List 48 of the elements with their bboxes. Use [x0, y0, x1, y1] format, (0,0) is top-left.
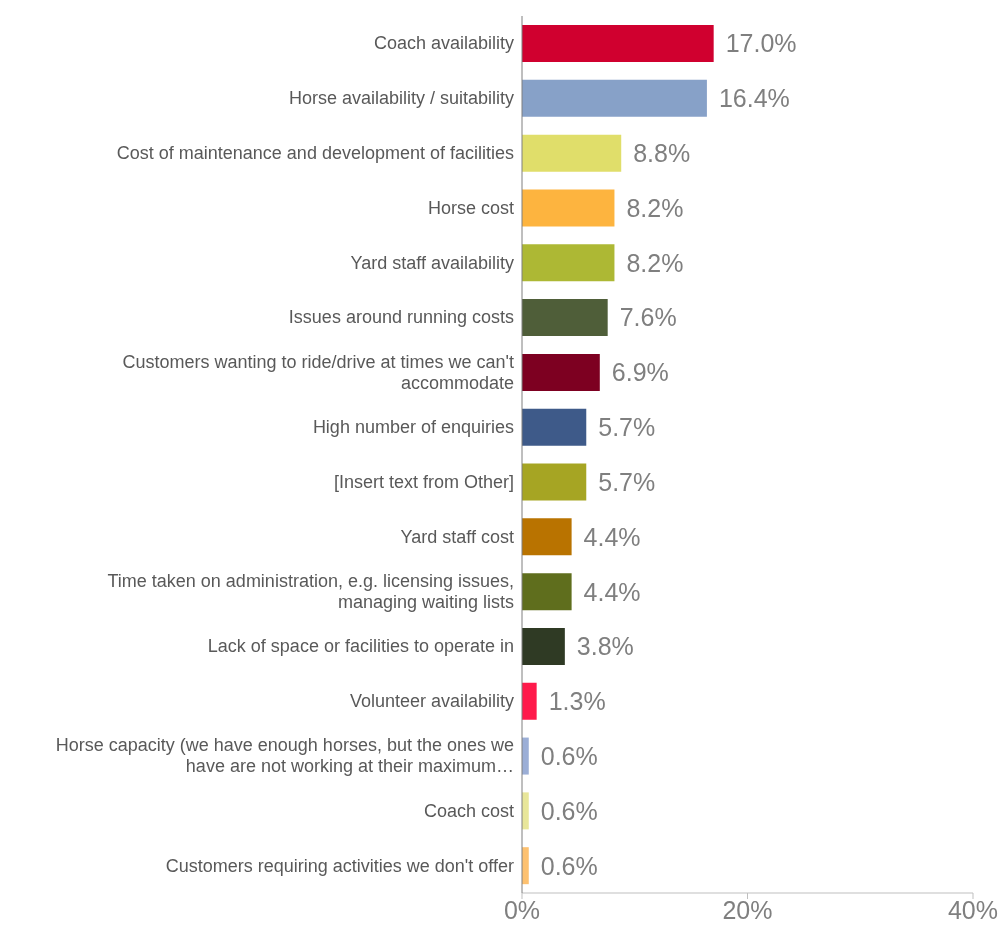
y-tick-label: Horse cost	[427, 197, 514, 218]
x-tick-label: 0%	[503, 895, 541, 924]
bar	[522, 518, 572, 556]
data-label: 0.6%	[540, 796, 598, 825]
x-tick-label: 20%	[722, 895, 773, 924]
y-tick-label: Coach cost	[423, 800, 514, 821]
data-label: 3.8%	[576, 632, 634, 661]
data-label: 0.6%	[540, 851, 598, 880]
y-tick-label: [Insert text from Other]	[333, 471, 514, 492]
data-label: 1.3%	[548, 687, 606, 716]
y-tick-label: Horse capacity (we have enough horses, but the ones we have are not working at their maximum…	[55, 735, 514, 777]
y-tick-label: Volunteer availability	[349, 691, 514, 712]
bar	[522, 353, 600, 391]
y-tick-label: Lack of space or facilities to operate in	[207, 636, 514, 657]
data-label: 4.4%	[583, 522, 641, 551]
bar	[522, 79, 707, 117]
y-tick-label: Time taken on administration, e.g. licensing issues, managing waiting lists	[107, 571, 514, 613]
y-tick-label: Customers requiring activities we don't offer	[165, 855, 514, 876]
bar	[522, 25, 714, 62]
data-label: 0.6%	[540, 741, 598, 770]
y-tick-label: Cost of maintenance and development of facilities	[116, 143, 514, 164]
data-label: 6.9%	[611, 358, 669, 387]
data-label: 5.7%	[598, 467, 656, 496]
x-tick-label: 40%	[947, 895, 999, 924]
y-tick-label: Coach availability	[373, 33, 514, 54]
y-tick-label: Yard staff cost	[400, 526, 514, 547]
data-label: 16.4%	[718, 84, 790, 113]
bar	[522, 299, 608, 337]
y-tick-label: High number of enquiries	[312, 417, 514, 438]
bar	[522, 134, 622, 172]
bar	[522, 408, 587, 446]
data-label: 7.6%	[619, 303, 677, 332]
bar	[522, 189, 615, 227]
bar	[522, 463, 587, 501]
bar	[522, 244, 615, 282]
data-label: 17.0%	[725, 29, 797, 58]
data-label: 8.8%	[633, 139, 691, 167]
bar	[522, 682, 537, 720]
y-tick-label: Yard staff availability	[350, 252, 514, 273]
data-label: 4.4%	[583, 577, 641, 606]
data-label: 8.2%	[626, 248, 684, 277]
y-tick-label: Customers wanting to ride/drive at times we can't accommodate	[122, 351, 514, 393]
data-label: 5.7%	[598, 413, 656, 442]
bar	[522, 627, 565, 665]
y-tick-label: Horse availability / suitability	[288, 88, 514, 109]
y-tick-label: Issues around running costs	[288, 307, 514, 328]
bar	[522, 573, 572, 611]
data-label: 8.2%	[626, 193, 684, 222]
